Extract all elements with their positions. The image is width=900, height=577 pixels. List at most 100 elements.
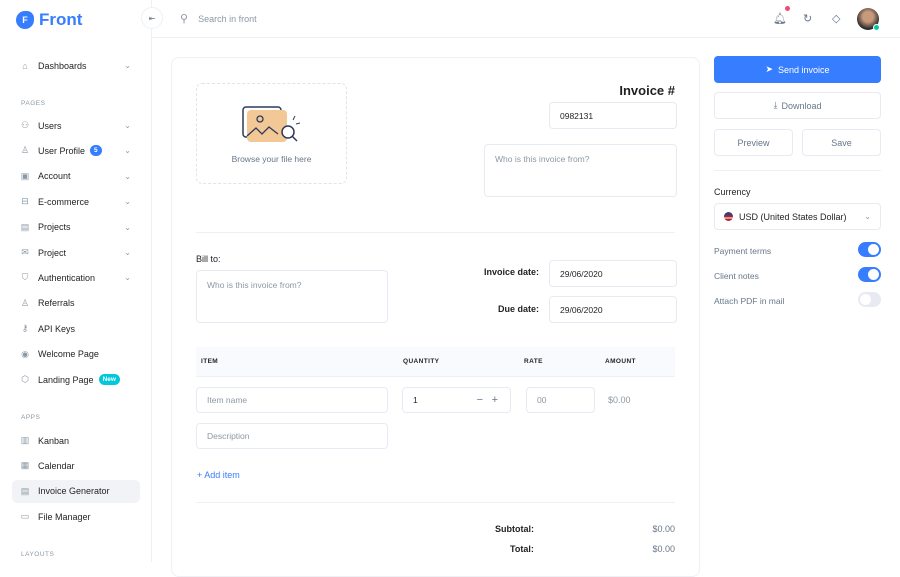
- image-search-icon: [242, 106, 300, 142]
- logo[interactable]: F Front: [16, 10, 82, 30]
- sidebar-item-file-manager[interactable]: ▭ File Manager: [12, 505, 140, 528]
- due-date-input[interactable]: 29/06/2020: [549, 296, 677, 323]
- folder-icon: ▭: [20, 511, 30, 522]
- section-pages: PAGES: [21, 100, 46, 107]
- project-icon: ✉: [21, 247, 29, 257]
- toggle-label: Client notes: [714, 271, 759, 281]
- sidebar-item-calendar[interactable]: ▦ Calendar: [12, 454, 140, 477]
- column-amount: AMOUNT: [605, 358, 636, 365]
- download-button[interactable]: ⤓ Download: [714, 92, 881, 119]
- users-icon: ⚇: [20, 120, 30, 130]
- kanban-icon: ▥: [20, 435, 30, 445]
- toggle-switch[interactable]: [858, 267, 881, 282]
- rate-input[interactable]: 00: [526, 387, 595, 413]
- key-icon: ⚷: [21, 323, 29, 334]
- total-label: Total:: [510, 544, 534, 554]
- chevron-down-icon: ⌄: [124, 61, 131, 70]
- invoice-date-label: Invoice date:: [484, 267, 540, 277]
- toggle-switch[interactable]: [858, 292, 881, 307]
- shield-icon: ⛉: [21, 272, 29, 283]
- items-table-header: ITEM QUANTITY RATE AMOUNT: [196, 347, 675, 377]
- sidebar-item-api-keys[interactable]: ⚷ API Keys: [12, 317, 140, 340]
- toggle-label: Attach PDF in mail: [714, 296, 785, 306]
- nav-label: User Profile: [38, 145, 86, 156]
- invoice-icon: ▤: [20, 485, 30, 496]
- sidebar-item-dashboards[interactable]: ⌂ Dashboards ⌄: [12, 54, 140, 77]
- due-date-label: Due date:: [498, 304, 540, 314]
- invoice-date-input[interactable]: 29/06/2020: [549, 260, 677, 287]
- activity-icon[interactable]: ↻: [803, 13, 813, 25]
- bill-to-textarea[interactable]: Who is this invoice from?: [196, 270, 388, 323]
- nav-label: Users: [38, 120, 62, 131]
- sidebar-item-referrals[interactable]: ♙ Referrals: [12, 292, 140, 315]
- search[interactable]: ⚲ Search in front: [180, 12, 257, 25]
- box-icon: ⬡: [21, 374, 29, 384]
- apps-icon[interactable]: ◇: [832, 13, 841, 25]
- sidebar-item-project[interactable]: ✉ Project ⌄: [12, 241, 140, 264]
- projects-icon: ▤: [20, 221, 30, 232]
- sidebar-item-user-profile[interactable]: ♙ User Profile 5 ⌄: [12, 139, 140, 162]
- invoice-title: Invoice #: [619, 83, 675, 98]
- subtotal-value: $0.00: [652, 524, 675, 534]
- sidebar-item-e-commerce[interactable]: ⊟ E-commerce ⌄: [12, 190, 140, 213]
- minus-icon[interactable]: −: [476, 394, 483, 406]
- bell-icon[interactable]: 🔔︎: [773, 6, 790, 25]
- sidebar-item-users[interactable]: ⚇ Users ⌄: [12, 114, 140, 137]
- file-upload-dropzone[interactable]: Browse your file here: [196, 83, 347, 184]
- nav-label: Dashboards: [38, 60, 87, 71]
- nav-label: Account: [38, 171, 71, 182]
- column-quantity: QUANTITY: [403, 358, 440, 365]
- divider: [196, 502, 675, 503]
- nav-label: Project: [38, 247, 67, 258]
- toggle-switch[interactable]: [858, 242, 881, 257]
- divider: [714, 170, 881, 171]
- avatar[interactable]: [857, 8, 880, 31]
- send-icon: ➤: [765, 64, 773, 74]
- chevron-down-icon: ⌄: [124, 146, 131, 156]
- sidebar-item-account[interactable]: ▣ Account ⌄: [12, 165, 140, 188]
- amount-value: $0.00: [608, 395, 631, 405]
- download-label: Download: [781, 100, 822, 111]
- brand-name: Front: [39, 10, 83, 29]
- download-icon: ⤓: [773, 100, 778, 110]
- add-item-link[interactable]: + Add item: [197, 470, 240, 480]
- nav-label: Landing Page: [38, 374, 94, 385]
- sidebar-item-kanban[interactable]: ▥ Kanban: [12, 429, 140, 452]
- send-label: Send invoice: [778, 64, 830, 75]
- item-name-input[interactable]: Item name: [196, 387, 388, 413]
- search-input[interactable]: Search in front: [198, 13, 257, 24]
- eye-icon: ◉: [21, 348, 29, 359]
- description-input[interactable]: Description: [196, 423, 388, 449]
- column-rate: RATE: [524, 358, 543, 365]
- logo-icon: F: [16, 11, 34, 29]
- collapse-sidebar-button[interactable]: ⇤: [141, 7, 163, 29]
- currency-select[interactable]: USD (United States Dollar) ⌄: [714, 203, 881, 230]
- total-value: $0.00: [652, 544, 675, 554]
- online-status: [873, 24, 880, 31]
- sidebar-item-welcome-page[interactable]: ◉ Welcome Page: [12, 343, 140, 366]
- plus-icon[interactable]: +: [491, 394, 498, 406]
- send-invoice-button[interactable]: ➤ Send invoice: [714, 56, 881, 83]
- nav-label: Calendar: [38, 460, 75, 471]
- nav-label: Invoice Generator: [38, 486, 110, 497]
- nav-label: API Keys: [38, 323, 76, 334]
- chevron-down-icon: ⌄: [124, 222, 131, 232]
- nav-badge: New: [98, 374, 120, 385]
- chevron-down-icon: ⌄: [124, 273, 131, 283]
- chevron-down-icon: ⌄: [864, 212, 871, 221]
- invoice-number-input[interactable]: 0982131: [549, 102, 677, 129]
- invoice-from-textarea[interactable]: Who is this invoice from?: [484, 144, 677, 197]
- search-icon: ⚲: [180, 13, 189, 25]
- nav-label: Referrals: [38, 298, 75, 309]
- header: ⚲ Search in front 🔔︎ ↻ ◇: [152, 0, 900, 38]
- sidebar-item-authentication[interactable]: ⛉ Authentication ⌄: [12, 266, 140, 289]
- sidebar-item-landing-page[interactable]: ⬡ Landing Page New: [12, 368, 140, 391]
- quantity-stepper[interactable]: 1 − +: [402, 387, 511, 413]
- save-button[interactable]: Save: [802, 129, 881, 156]
- upload-text: Browse your file here: [231, 154, 312, 164]
- sidebar-item-invoice-generator[interactable]: ▤ Invoice Generator: [12, 479, 140, 503]
- sidebar-item-projects[interactable]: ▤ Projects ⌄: [12, 216, 140, 239]
- preview-button[interactable]: Preview: [714, 129, 793, 156]
- nav-label: Kanban: [38, 435, 70, 446]
- chevron-down-icon: ⌄: [124, 121, 131, 130]
